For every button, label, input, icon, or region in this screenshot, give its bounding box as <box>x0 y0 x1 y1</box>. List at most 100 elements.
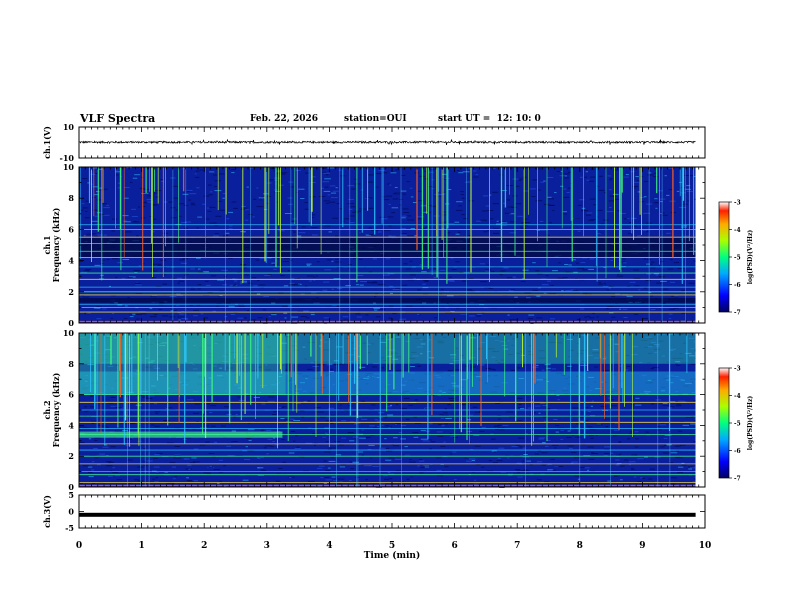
noise-pixel <box>660 201 663 203</box>
noise-pixel <box>648 352 653 354</box>
noise-pixel <box>679 181 683 183</box>
noise-pixel <box>213 469 221 470</box>
noise-pixel <box>230 344 234 346</box>
noise-pixel <box>400 407 407 409</box>
noise-pixel <box>673 262 679 264</box>
noise-pixel <box>420 353 423 355</box>
noise-pixel <box>295 169 301 171</box>
noise-pixel <box>193 362 197 364</box>
noise-pixel <box>115 169 119 171</box>
noise-pixel <box>679 353 683 355</box>
noise-pixel <box>178 341 184 342</box>
noise-pixel <box>614 476 618 477</box>
noise-pixel <box>675 361 681 363</box>
noise-pixel <box>367 448 372 450</box>
noise-pixel <box>552 444 559 446</box>
noise-pixel <box>628 433 633 435</box>
noise-pixel <box>144 470 147 472</box>
noise-pixel <box>259 258 266 259</box>
noise-pixel <box>423 279 429 281</box>
noise-pixel <box>127 297 130 298</box>
noise-pixel <box>662 288 669 290</box>
noise-pixel <box>629 461 636 463</box>
noise-pixel <box>388 305 394 307</box>
noise-pixel <box>474 479 477 481</box>
noise-pixel <box>543 420 549 422</box>
noise-pixel <box>677 430 683 432</box>
noise-pixel <box>673 477 678 479</box>
noise-pixel <box>354 178 359 180</box>
noise-pixel <box>228 225 233 227</box>
noise-pixel <box>96 464 101 466</box>
noise-pixel <box>205 403 211 405</box>
noise-pixel <box>558 262 561 264</box>
noise-pixel <box>189 193 197 195</box>
noise-pixel <box>564 177 569 179</box>
noise-pixel <box>122 220 127 222</box>
noise-pixel <box>290 259 293 261</box>
noise-pixel <box>585 214 592 216</box>
noise-pixel <box>259 199 263 201</box>
noise-pixel <box>536 273 543 275</box>
noise-pixel <box>217 483 220 485</box>
noise-pixel <box>565 290 571 292</box>
noise-pixel <box>365 234 371 236</box>
noise-pixel <box>174 446 180 447</box>
noise-pixel <box>666 405 670 407</box>
noise-pixel <box>303 310 309 312</box>
noise-pixel <box>135 318 140 320</box>
noise-pixel <box>203 317 208 319</box>
noise-pixel <box>368 271 373 273</box>
noise-pixel <box>218 337 222 339</box>
noise-pixel <box>521 278 525 280</box>
noise-pixel <box>124 305 128 307</box>
noise-pixel <box>166 407 173 409</box>
noise-pixel <box>681 312 687 314</box>
noise-pixel <box>240 281 247 283</box>
noise-pixel <box>372 465 379 467</box>
noise-pixel <box>389 478 393 480</box>
noise-pixel <box>488 288 493 289</box>
noise-pixel <box>240 283 244 285</box>
noise-pixel <box>90 395 94 397</box>
noise-pixel <box>522 447 526 449</box>
noise-pixel <box>409 459 412 460</box>
noise-pixel <box>410 228 415 229</box>
noise-pixel <box>258 197 265 199</box>
noise-pixel <box>257 467 264 469</box>
noise-pixel <box>447 189 452 190</box>
noise-pixel <box>617 273 620 275</box>
noise-pixel <box>662 403 668 405</box>
noise-pixel <box>290 186 295 188</box>
ch1-colorbar-tick-label: -4 <box>734 227 741 234</box>
noise-pixel <box>171 466 176 468</box>
noise-pixel <box>463 218 468 220</box>
x-tick-label: 2 <box>201 541 207 551</box>
noise-pixel <box>224 406 230 408</box>
noise-pixel <box>653 176 659 177</box>
noise-pixel <box>304 208 310 210</box>
noise-pixel <box>110 396 116 398</box>
ch1-colorbar-tick-label: -3 <box>734 200 741 207</box>
noise-pixel <box>139 484 143 486</box>
noise-pixel <box>102 203 107 205</box>
noise-pixel <box>370 434 374 436</box>
noise-pixel <box>332 480 338 482</box>
noise-pixel <box>444 408 447 410</box>
noise-pixel <box>164 471 168 473</box>
noise-pixel <box>512 338 518 340</box>
noise-pixel <box>604 452 611 454</box>
noise-pixel <box>357 463 361 465</box>
noise-pixel <box>606 289 609 291</box>
noise-pixel <box>446 295 454 297</box>
noise-pixel <box>385 402 391 404</box>
noise-pixel <box>417 314 420 315</box>
noise-pixel <box>485 270 489 272</box>
noise-pixel <box>534 168 542 170</box>
noise-pixel <box>409 187 413 189</box>
noise-pixel <box>401 233 407 235</box>
noise-pixel <box>492 369 496 371</box>
noise-pixel <box>439 414 443 416</box>
noise-pixel <box>383 475 388 477</box>
noise-pixel <box>138 424 141 425</box>
